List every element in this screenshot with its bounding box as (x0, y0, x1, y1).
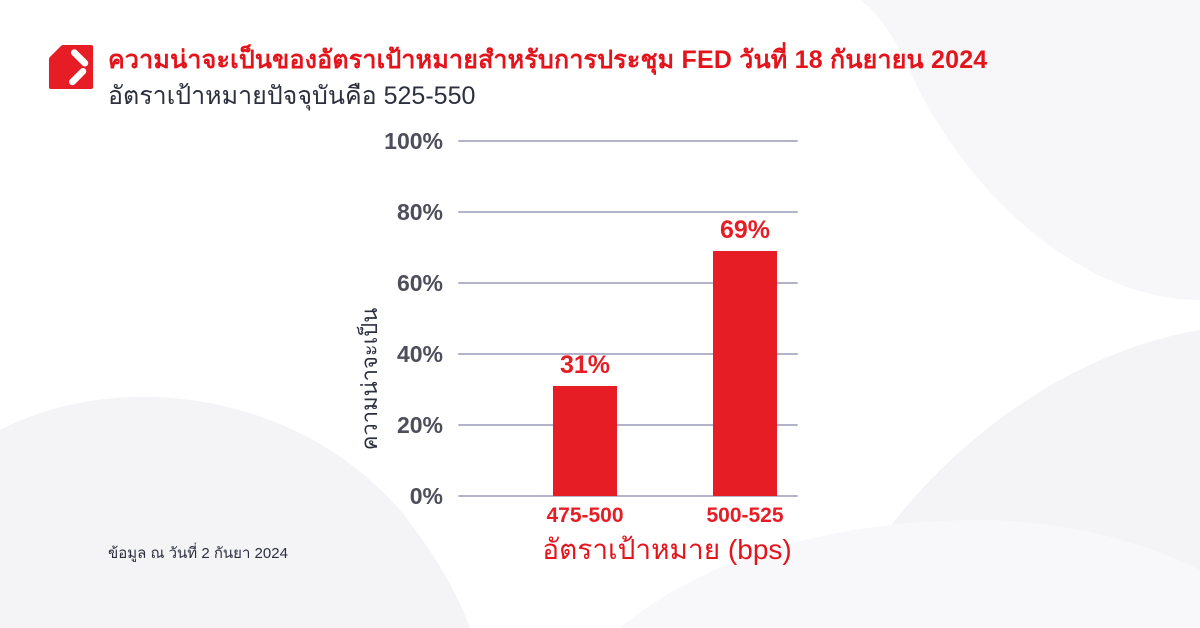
gridline (458, 282, 798, 284)
title-segment: 18 (794, 46, 823, 74)
gridline (458, 353, 798, 355)
gridline (458, 424, 798, 426)
y-tick-label: 0% (409, 483, 443, 509)
y-tick-label: 60% (396, 270, 443, 296)
footnote: ข้อมูล ณ วันที่ 2 กันยา 2024 (108, 545, 288, 562)
gridline (458, 211, 798, 213)
page-title: ความน่าจะเป็นของอัตราเป้าหมายสำหรับการปร… (108, 44, 1008, 76)
y-tick-label: 40% (396, 341, 443, 367)
plot-area: 0% 20% 40% 60% 80% 100% 31% 475-500 69% 500-525 (384, 128, 798, 527)
chart-bar-475-500 (553, 385, 617, 496)
x-tick-label: 475-500 (546, 504, 624, 527)
x-axis-title: อัตราเป้าหมาย (bps) (542, 534, 792, 565)
brand-logo-icon (48, 44, 94, 90)
bar-value-label: 31% (559, 350, 611, 379)
y-tick-label: 100% (384, 128, 443, 154)
title-segment: ความน่าจะเป็นของอัตราเป้าหมายสำหรับการปร… (108, 46, 682, 74)
gridline (458, 140, 798, 142)
chart-bar-500-525 (713, 251, 777, 496)
x-tick-label: 500-525 (706, 504, 784, 527)
title-segment: กันยายน (822, 46, 931, 74)
title-segment: FED (681, 46, 733, 74)
header: ความน่าจะเป็นของอัตราเป้าหมายสำหรับการปร… (108, 44, 1008, 111)
bar-value-label: 69% (719, 216, 771, 245)
y-tick-label: 80% (396, 199, 443, 225)
page-subtitle: อัตราเป้าหมายปัจจุบันคือ 525-550 (108, 82, 476, 110)
title-segment: วันที่ (732, 46, 795, 74)
y-tick-label: 20% (396, 412, 443, 438)
gridline (458, 495, 798, 497)
title-segment: 2024 (931, 46, 988, 74)
y-axis-title: ความน่าจะเป็น (357, 307, 382, 451)
